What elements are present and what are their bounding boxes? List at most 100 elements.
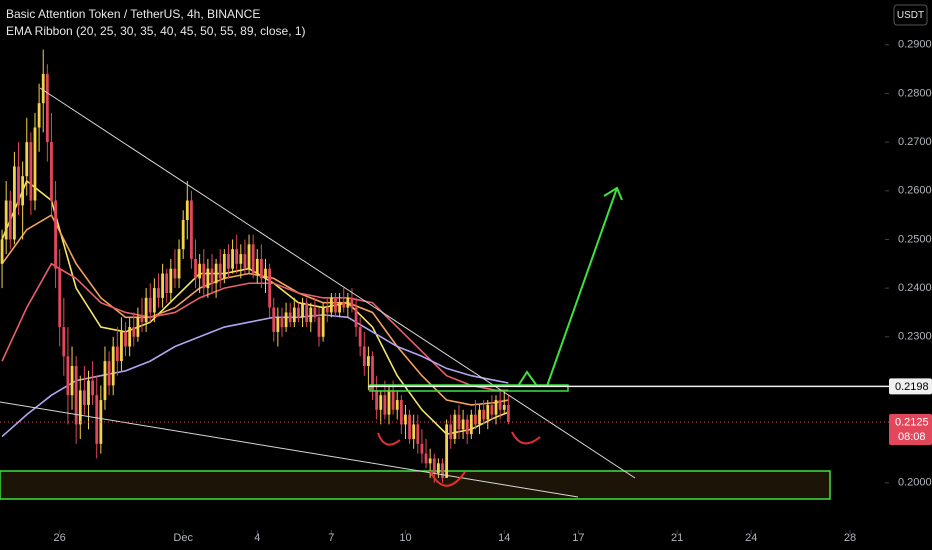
indicator-label: EMA Ribbon (20, 25, 30, 35, 40, 45, 50, … <box>6 24 306 38</box>
x-tick-label: 26 <box>54 532 66 544</box>
candle-body <box>144 297 148 323</box>
y-tick-label: 0.2600 <box>898 185 932 197</box>
candle-body <box>87 380 90 405</box>
candle-body <box>276 317 280 332</box>
candle-body <box>255 258 259 274</box>
candle-body <box>268 268 272 308</box>
candle-body <box>313 307 317 318</box>
candle-body <box>50 142 53 201</box>
pattern-curve <box>377 432 401 446</box>
candle-body <box>354 307 358 328</box>
last-price-tag <box>889 413 932 445</box>
candle-body <box>259 258 263 279</box>
x-tick-label: 4 <box>254 532 260 544</box>
candle-body <box>169 268 173 293</box>
candle-body <box>391 390 395 410</box>
candle-body <box>474 414 477 425</box>
candle-body <box>408 414 411 439</box>
candle-body <box>214 263 218 284</box>
candle-body <box>424 453 428 464</box>
candle-body <box>45 73 49 143</box>
candle-body <box>441 463 444 478</box>
candle-body <box>148 297 152 313</box>
arrow-head <box>603 186 623 201</box>
candle-body <box>29 142 33 201</box>
countdown-label: 08:08 <box>898 431 926 443</box>
x-tick-label: 10 <box>399 532 411 544</box>
candle-body <box>136 317 140 337</box>
candle-body <box>358 327 362 347</box>
candle-body <box>453 414 457 439</box>
candle-body <box>309 307 313 323</box>
candle-body <box>202 263 206 289</box>
x-tick-label: 7 <box>328 532 334 544</box>
candle-body <box>190 200 193 259</box>
candle-body <box>486 404 490 420</box>
candle-body <box>321 307 325 337</box>
x-tick-label: 21 <box>671 532 683 544</box>
candle-body <box>436 463 440 474</box>
candle-body <box>297 307 300 318</box>
candle-body <box>284 312 288 328</box>
last-price-label: 0.2125 <box>895 416 929 428</box>
candle-body <box>41 73 45 104</box>
candle-body <box>305 302 309 323</box>
y-tick-label: 0.2800 <box>898 87 932 99</box>
candle-body <box>469 414 473 435</box>
candle-body <box>362 346 366 366</box>
candle-body <box>198 263 202 279</box>
candle-body <box>457 414 461 430</box>
candle-body <box>54 200 57 269</box>
candle-body <box>206 268 210 289</box>
price-tag-label: 0.2198 <box>895 381 929 393</box>
candle-body <box>350 297 354 308</box>
candle-body <box>218 263 222 279</box>
candle-body <box>33 127 37 201</box>
y-tick-label: 0.2500 <box>898 233 932 245</box>
candle-body <box>8 200 12 240</box>
candle-body <box>395 400 399 410</box>
candle-body <box>132 327 136 337</box>
candle-body <box>111 346 115 386</box>
candle-body <box>152 288 156 313</box>
candle-body <box>478 409 481 425</box>
currency-label[interactable]: USDT <box>897 10 924 21</box>
candle-body <box>251 244 255 274</box>
candle-body <box>416 424 420 444</box>
candle-body <box>482 409 486 420</box>
x-tick-label: 14 <box>498 532 510 544</box>
support-zone <box>0 470 831 500</box>
x-tick-label: 28 <box>844 532 856 544</box>
candle-body <box>432 458 436 474</box>
candle-body <box>82 390 86 405</box>
candle-body <box>107 361 111 386</box>
candle-body <box>4 200 8 240</box>
candle-body <box>124 331 127 347</box>
candle-body <box>177 249 181 279</box>
candle-body <box>0 239 4 264</box>
candle-body <box>399 400 403 425</box>
candle-body <box>78 390 82 425</box>
candle-body <box>58 268 62 328</box>
candle-body <box>70 365 74 396</box>
candle-body <box>379 395 383 410</box>
currency-button[interactable] <box>893 4 928 26</box>
candle-body <box>494 400 498 415</box>
plot <box>0 49 510 483</box>
candle-body <box>292 307 296 323</box>
candle-body <box>235 249 239 264</box>
candle-body <box>317 317 321 337</box>
y-tick-label: 0.2300 <box>898 331 932 343</box>
candle-body <box>367 356 370 366</box>
candle-body <box>239 254 243 264</box>
y-tick-label: 0.2900 <box>898 39 932 51</box>
candle-body <box>181 219 185 250</box>
x-tick-label: Dec <box>173 532 193 544</box>
price-tag <box>889 378 932 395</box>
candle-body <box>21 176 25 206</box>
candle-body <box>449 424 453 439</box>
chart-title: Basic Attention Token / TetherUS, 4h, BI… <box>6 7 260 21</box>
candle-body <box>264 268 267 279</box>
pattern-curve <box>511 431 541 445</box>
resistance-box <box>369 384 569 392</box>
